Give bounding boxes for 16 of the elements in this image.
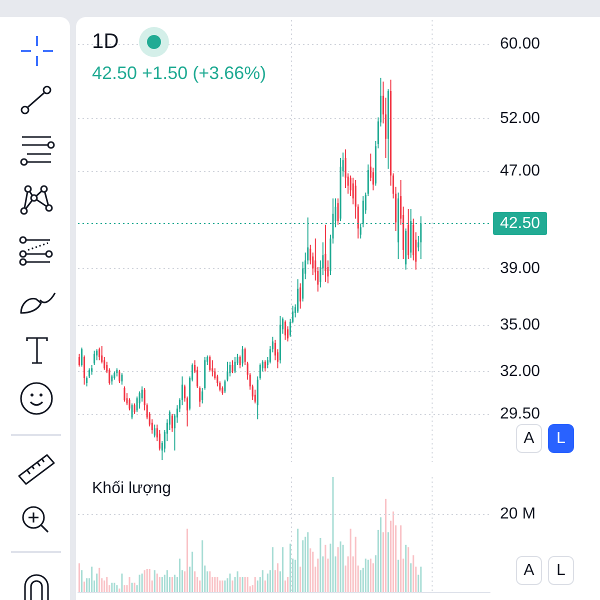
y-tick-label: 32.00 — [500, 362, 540, 380]
text: L — [548, 424, 574, 453]
y-tick-label: 47.00 — [500, 162, 540, 180]
ref-line-label: 20 M — [500, 505, 536, 522]
y-tick-label: 60.00 — [500, 35, 540, 52]
chart-title: Khối lượng — [92, 479, 172, 499]
text: 42.50 +1.50 (+3.66%) — [92, 63, 266, 83]
text: 1D — [92, 29, 119, 55]
text: A — [516, 424, 542, 453]
text: A — [516, 556, 542, 585]
y-tick-label: 39.00 — [500, 260, 540, 277]
y-tick-label: 35.00 — [500, 316, 540, 334]
y-tick-label: 29.50 — [500, 405, 540, 422]
text: L — [548, 556, 574, 585]
ref-line-label: 42.50 — [500, 215, 540, 232]
y-tick-label: 52.00 — [500, 110, 540, 127]
